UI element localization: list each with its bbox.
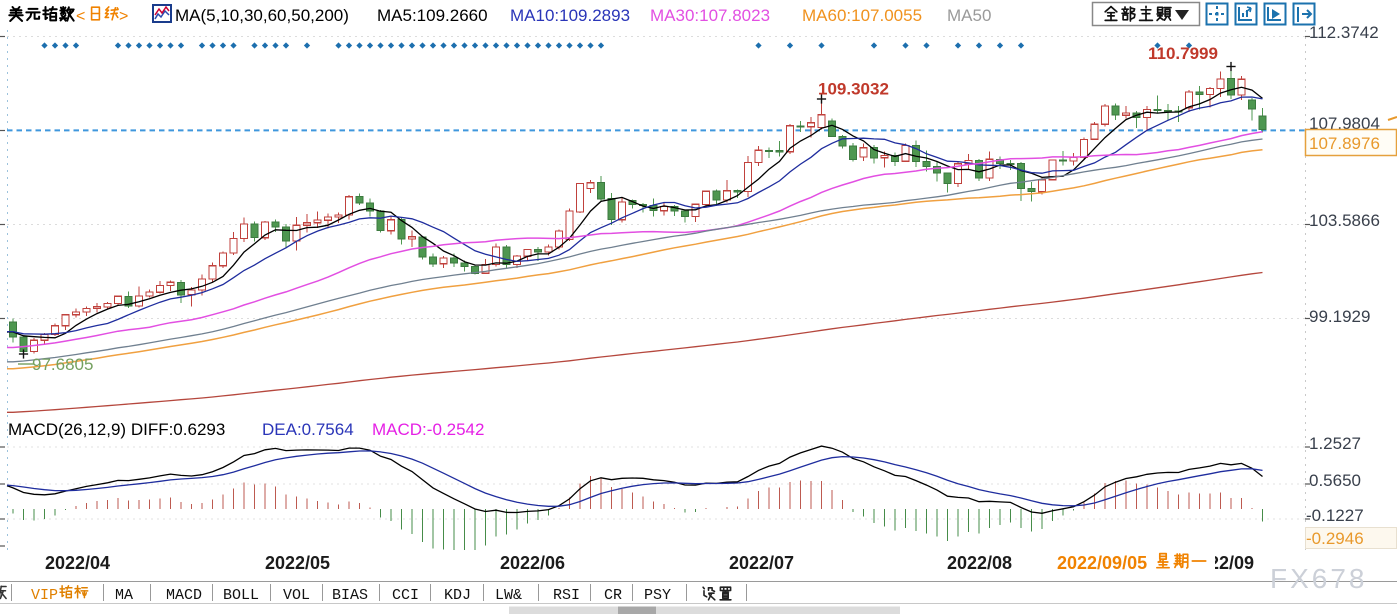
svg-text:>: > — [119, 8, 128, 25]
svg-text:2022/09/05: 2022/09/05 — [1057, 553, 1147, 573]
svg-text:1.2527: 1.2527 — [1309, 434, 1361, 453]
svg-text:KDJ: KDJ — [444, 587, 471, 604]
svg-text:MACD:-0.2542: MACD:-0.2542 — [372, 420, 484, 439]
svg-text:BIAS: BIAS — [332, 587, 368, 604]
svg-text:107.9804: 107.9804 — [1309, 114, 1380, 133]
svg-text:97.6805: 97.6805 — [32, 355, 93, 374]
svg-text:-0.1227: -0.1227 — [1306, 506, 1364, 525]
svg-text:109.3032: 109.3032 — [818, 80, 889, 99]
svg-text:0.5650: 0.5650 — [1309, 471, 1361, 490]
svg-text:-0.2946: -0.2946 — [1306, 529, 1364, 548]
svg-text:DEA:0.7564: DEA:0.7564 — [262, 420, 354, 439]
svg-text:MACD: MACD — [166, 587, 202, 604]
svg-text:FX678: FX678 — [1270, 563, 1368, 594]
svg-text:2022/07: 2022/07 — [729, 553, 794, 573]
svg-text:MA: MA — [115, 587, 133, 604]
svg-text:MA5:109.2660: MA5:109.2660 — [377, 6, 488, 25]
svg-text:VOL: VOL — [283, 587, 310, 604]
svg-text:CR: CR — [604, 587, 622, 604]
svg-text:110.7999: 110.7999 — [1148, 44, 1218, 63]
svg-text:MA50: MA50 — [947, 6, 991, 25]
svg-text:2022/08: 2022/08 — [947, 553, 1012, 573]
svg-text:MA10:109.2893: MA10:109.2893 — [510, 6, 630, 25]
svg-text:CCI: CCI — [392, 587, 419, 604]
svg-text:LW&: LW& — [495, 587, 522, 604]
svg-text:103.5866: 103.5866 — [1309, 211, 1380, 230]
svg-text:2022/05: 2022/05 — [265, 553, 330, 573]
svg-text:MA30:107.8023: MA30:107.8023 — [650, 6, 770, 25]
svg-text:MACD(26,12,9) DIFF:0.6293: MACD(26,12,9) DIFF:0.6293 — [8, 420, 225, 439]
svg-text:BOLL: BOLL — [223, 587, 259, 604]
svg-text:2022/06: 2022/06 — [500, 553, 565, 573]
svg-text:VIP: VIP — [31, 587, 58, 604]
svg-text:2022/04: 2022/04 — [45, 553, 110, 573]
svg-text:99.1929: 99.1929 — [1309, 307, 1370, 326]
svg-text:RSI: RSI — [553, 587, 580, 604]
svg-text:107.8976: 107.8976 — [1309, 134, 1380, 153]
svg-text:112.3742: 112.3742 — [1309, 23, 1379, 42]
svg-text:MA(5,10,30,60,50,200): MA(5,10,30,60,50,200) — [175, 6, 349, 25]
svg-text:MA60:107.0055: MA60:107.0055 — [802, 6, 922, 25]
svg-text:PSY: PSY — [644, 587, 671, 604]
svg-text:<: < — [76, 8, 85, 25]
